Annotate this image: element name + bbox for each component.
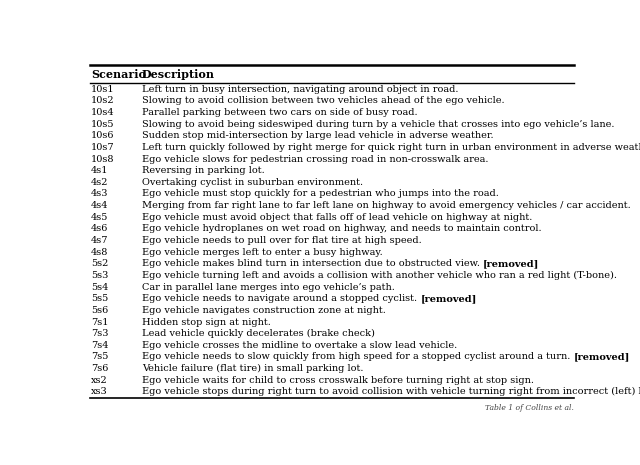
Text: 7s6: 7s6 [91, 364, 108, 373]
Text: Car in parallel lane merges into ego vehicle’s path.: Car in parallel lane merges into ego veh… [142, 283, 395, 292]
Text: [removed]: [removed] [420, 294, 477, 303]
Text: 5s2: 5s2 [91, 259, 108, 268]
Text: Parallel parking between two cars on side of busy road.: Parallel parking between two cars on sid… [142, 108, 418, 117]
Text: Merging from far right lane to far left lane on highway to avoid emergency vehic: Merging from far right lane to far left … [142, 201, 631, 210]
Text: 10s8: 10s8 [91, 154, 115, 164]
Text: 5s3: 5s3 [91, 271, 108, 280]
Text: Ego vehicle hydroplanes on wet road on highway, and needs to maintain control.: Ego vehicle hydroplanes on wet road on h… [142, 225, 541, 233]
Text: Ego vehicle waits for child to cross crosswalk before turning right at stop sign: Ego vehicle waits for child to cross cro… [142, 376, 534, 385]
Text: 7s1: 7s1 [91, 318, 108, 326]
Text: Lead vehicle quickly decelerates (brake check): Lead vehicle quickly decelerates (brake … [142, 329, 375, 338]
Text: 4s8: 4s8 [91, 248, 108, 257]
Text: Ego vehicle needs to slow quickly from high speed for a stopped cyclist around a: Ego vehicle needs to slow quickly from h… [142, 352, 573, 361]
Text: 5s4: 5s4 [91, 283, 108, 292]
Text: xs2: xs2 [91, 376, 108, 385]
Text: 4s5: 4s5 [91, 213, 108, 222]
Text: Sudden stop mid-intersection by large lead vehicle in adverse weather.: Sudden stop mid-intersection by large le… [142, 131, 493, 140]
Text: Ego vehicle needs to navigate around a stopped cyclist.: Ego vehicle needs to navigate around a s… [142, 294, 420, 303]
Text: [removed]: [removed] [573, 352, 630, 361]
Text: 4s7: 4s7 [91, 236, 108, 245]
Text: Vehicle failure (flat tire) in small parking lot.: Vehicle failure (flat tire) in small par… [142, 364, 364, 373]
Text: Left turn quickly followed by right merge for quick right turn in urban environm: Left turn quickly followed by right merg… [142, 143, 640, 152]
Text: 10s1: 10s1 [91, 85, 115, 93]
Text: Ego vehicle merges left to enter a busy highway.: Ego vehicle merges left to enter a busy … [142, 248, 383, 257]
Text: Table 1 of Collins et al.: Table 1 of Collins et al. [484, 404, 573, 412]
Text: Ego vehicle slows for pedestrian crossing road in non-crosswalk area.: Ego vehicle slows for pedestrian crossin… [142, 154, 488, 164]
Text: Ego vehicle navigates construction zone at night.: Ego vehicle navigates construction zone … [142, 306, 386, 315]
Text: 5s6: 5s6 [91, 306, 108, 315]
Text: Scenario: Scenario [91, 69, 146, 80]
Text: [removed]: [removed] [483, 259, 540, 268]
Text: Slowing to avoid being sideswiped during turn by a vehicle that crosses into ego: Slowing to avoid being sideswiped during… [142, 120, 614, 129]
Text: Ego vehicle needs to pull over for flat tire at high speed.: Ego vehicle needs to pull over for flat … [142, 236, 422, 245]
Text: 10s4: 10s4 [91, 108, 115, 117]
Text: 10s6: 10s6 [91, 131, 115, 140]
Text: Ego vehicle makes blind turn in intersection due to obstructed view.: Ego vehicle makes blind turn in intersec… [142, 259, 483, 268]
Text: 7s5: 7s5 [91, 352, 108, 361]
Text: Ego vehicle must avoid object that falls off of lead vehicle on highway at night: Ego vehicle must avoid object that falls… [142, 213, 532, 222]
Text: Ego vehicle turning left and avoids a collision with another vehicle who ran a r: Ego vehicle turning left and avoids a co… [142, 271, 617, 280]
Text: 4s4: 4s4 [91, 201, 108, 210]
Text: 4s2: 4s2 [91, 178, 108, 187]
Text: Hidden stop sign at night.: Hidden stop sign at night. [142, 318, 271, 326]
Text: 7s3: 7s3 [91, 329, 108, 338]
Text: Left turn in busy intersection, navigating around object in road.: Left turn in busy intersection, navigati… [142, 85, 458, 93]
Text: xs3: xs3 [91, 387, 108, 397]
Text: Slowing to avoid collision between two vehicles ahead of the ego vehicle.: Slowing to avoid collision between two v… [142, 96, 504, 106]
Text: 7s4: 7s4 [91, 341, 108, 350]
Text: 4s1: 4s1 [91, 166, 108, 175]
Text: 10s5: 10s5 [91, 120, 115, 129]
Text: 5s5: 5s5 [91, 294, 108, 303]
Text: Description: Description [142, 69, 215, 80]
Text: Overtaking cyclist in suburban environment.: Overtaking cyclist in suburban environme… [142, 178, 363, 187]
Text: 10s2: 10s2 [91, 96, 115, 106]
Text: Ego vehicle stops during right turn to avoid collision with vehicle turning righ: Ego vehicle stops during right turn to a… [142, 387, 640, 397]
Text: 10s7: 10s7 [91, 143, 115, 152]
Text: Ego vehicle crosses the midline to overtake a slow lead vehicle.: Ego vehicle crosses the midline to overt… [142, 341, 457, 350]
Text: 4s3: 4s3 [91, 189, 108, 199]
Text: Ego vehicle must stop quickly for a pedestrian who jumps into the road.: Ego vehicle must stop quickly for a pede… [142, 189, 499, 199]
Text: Reversing in parking lot.: Reversing in parking lot. [142, 166, 265, 175]
Text: 4s6: 4s6 [91, 225, 108, 233]
